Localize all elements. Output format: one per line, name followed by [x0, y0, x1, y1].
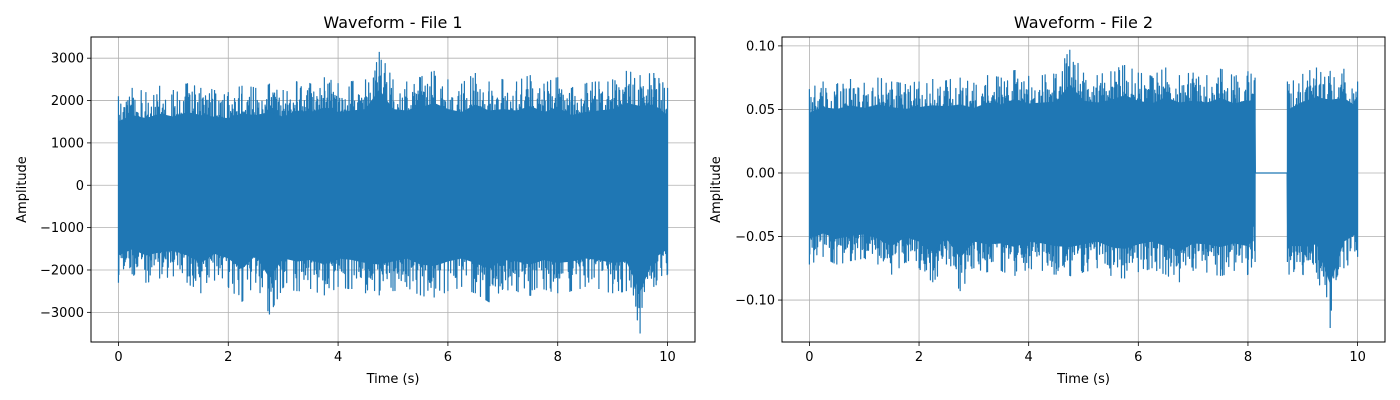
x-tick-label: 8: [554, 350, 562, 365]
y-tick-label: −0.10: [735, 294, 775, 309]
y-tick-label: 2000: [51, 94, 84, 109]
chart-title: Waveform - File 1: [323, 13, 462, 32]
x-tick-label: 10: [1349, 350, 1366, 365]
x-tick-label: 2: [915, 350, 923, 365]
x-axis-label: Time (s): [366, 372, 420, 387]
y-tick-label: −1000: [40, 221, 84, 236]
y-axis-label: Amplitude: [709, 156, 724, 223]
x-tick-label: 0: [805, 350, 813, 365]
y-axis-label: Amplitude: [15, 156, 30, 223]
waveform-body: [809, 84, 1254, 259]
x-tick-label: 0: [114, 350, 122, 365]
plot-area: [808, 49, 1359, 329]
y-tick-label: 0.00: [746, 166, 775, 181]
y-axis-ticks: −3000 −2000 −1000 0 1000 2000 3000: [40, 52, 91, 321]
x-tick-label: 8: [1244, 350, 1252, 365]
waveform-body: [1289, 97, 1358, 285]
axes-frame: [90, 36, 696, 343]
x-axis-ticks: 0 2 4 6 8 10: [114, 342, 676, 365]
y-tick-label: 3000: [51, 52, 84, 67]
chart-title: Waveform - File 2: [1014, 13, 1153, 32]
y-axis-ticks: −0.10 −0.05 0.00 0.05 0.10: [735, 39, 782, 309]
x-axis-label: Time (s): [1056, 372, 1110, 387]
plot-area: [117, 51, 669, 334]
y-tick-label: 0: [76, 179, 84, 194]
waveform-file-1-chart: Waveform - File 1 Amplitude Time (s) 0 2 4…: [15, 13, 696, 387]
y-tick-label: −0.05: [735, 230, 775, 245]
x-tick-label: 6: [1134, 350, 1142, 365]
waveform-file-2-chart: Waveform - File 2 Amplitude Time (s) 0 2 4…: [709, 13, 1386, 387]
y-tick-label: −3000: [40, 306, 84, 321]
y-tick-label: 1000: [51, 136, 84, 151]
y-tick-label: 0.10: [746, 39, 775, 54]
x-tick-label: 4: [1025, 350, 1033, 365]
axes-frame: [781, 36, 1386, 343]
x-tick-label: 10: [659, 350, 676, 365]
x-tick-label: 4: [334, 350, 342, 365]
y-tick-label: −2000: [40, 263, 84, 278]
x-tick-label: 6: [444, 350, 452, 365]
x-tick-label: 2: [224, 350, 232, 365]
y-tick-label: 0.05: [746, 103, 775, 118]
x-axis-ticks: 0 2 4 6 8 10: [805, 342, 1366, 365]
waveform-body: [118, 89, 668, 293]
